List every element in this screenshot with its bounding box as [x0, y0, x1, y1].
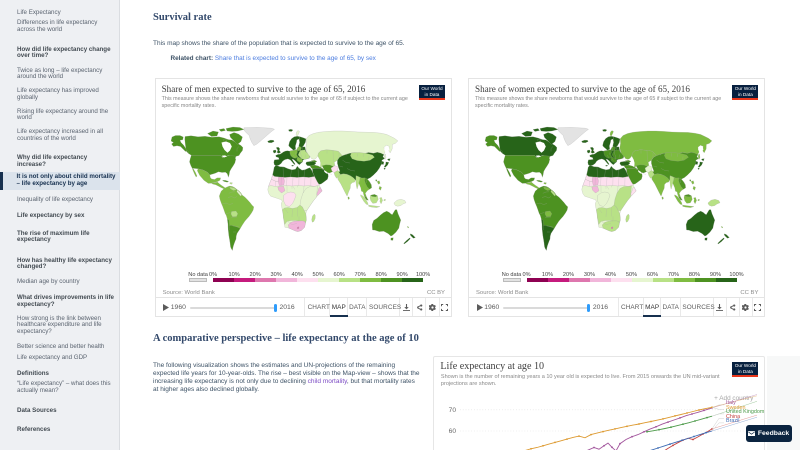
svg-text:50: 50: [449, 449, 457, 450]
svg-text:70: 70: [449, 407, 457, 414]
svg-text:60: 60: [449, 428, 457, 435]
